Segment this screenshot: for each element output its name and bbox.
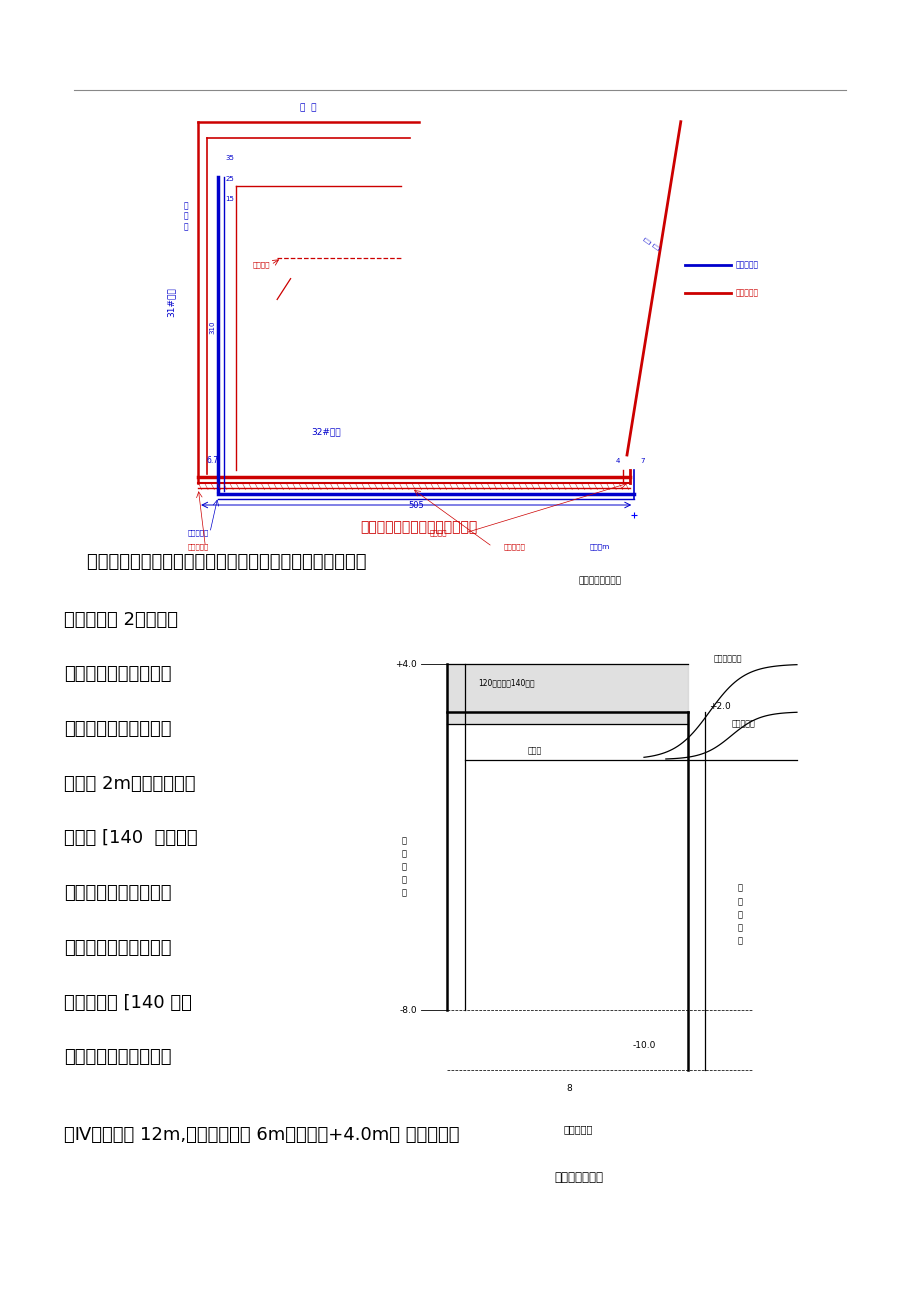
Text: 作围枠。钉板桦采用拉: 作围枠。钉板桦采用拉 (64, 1048, 172, 1066)
Text: 钢板桩轴线: 钢板桩轴线 (187, 530, 209, 536)
Text: 31#泊位: 31#泊位 (166, 288, 176, 318)
Text: 表示钢管桩: 表示钢管桩 (735, 288, 758, 297)
Text: 单位：m: 单位：m (589, 543, 609, 549)
Text: 原地面: 原地面 (528, 746, 541, 755)
Polygon shape (447, 664, 687, 724)
Text: 120工字钢或140槽钢: 120工字钢或140槽钢 (478, 678, 534, 687)
Text: 表示钢板桩: 表示钢板桩 (735, 260, 758, 270)
Text: 8: 8 (566, 1085, 572, 1094)
Text: 初始回填土: 初始回填土 (731, 719, 754, 728)
Text: 4: 4 (615, 457, 619, 464)
Text: -10.0: -10.0 (631, 1042, 655, 1051)
Text: 7: 7 (641, 457, 644, 464)
Text: 强夯边缘线: 强夯边缘线 (504, 543, 526, 549)
Text: 为节省工程造价，钉板桦围堰设计成较简单的结构形式，断: 为节省工程造价，钉板桦围堰设计成较简单的结构形式，断 (64, 553, 367, 572)
Text: （图示二）: （图示二） (563, 1125, 593, 1134)
Text: 25: 25 (225, 176, 233, 182)
Text: 32#泊位: 32#泊位 (312, 427, 341, 436)
Text: 冲刷后回填土: 冲刷后回填土 (713, 655, 742, 664)
Text: 钢板桩围堰断面图: 钢板桩围堰断面图 (578, 575, 621, 585)
Text: 袋
装
沙: 袋 装 沙 (183, 202, 187, 230)
Text: 15: 15 (225, 197, 233, 203)
Text: 做拉杆，钉板桦外侧不: 做拉杆，钉板桦外侧不 (64, 884, 172, 902)
Text: 505: 505 (408, 500, 424, 509)
Text: 35: 35 (225, 155, 233, 161)
Text: -8.0: -8.0 (399, 1005, 416, 1014)
Text: 面结构如图 2，即外海: 面结构如图 2，即外海 (64, 611, 178, 629)
Text: 管桦用 [140  槽钙联结: 管桦用 [140 槽钙联结 (64, 829, 198, 848)
Text: （图示一）钢板桩围堰平面布置: （图示一）钢板桩围堰平面布置 (359, 521, 477, 534)
Text: 为钙管锇磇桦，锇钾桦: 为钙管锇磇桦，锇钾桦 (64, 720, 172, 738)
Text: 钢管桩轴线: 钢管桩轴线 (187, 543, 209, 549)
Text: 护  岸: 护 岸 (300, 103, 316, 112)
Text: 前端轴线: 前端轴线 (429, 530, 447, 536)
Text: 6.7: 6.7 (206, 456, 219, 465)
Text: +2.0: +2.0 (709, 703, 731, 711)
Text: 间距为 2m，钉板桦与钙: 间距为 2m，钉板桦与钙 (64, 775, 196, 793)
Text: 钢
板
桩
围
堰: 钢 板 桩 围 堰 (401, 836, 405, 898)
Text: 后墙轴线: 后墙轴线 (252, 262, 269, 268)
Text: 侧为钉板桦围堰，内侧: 侧为钉板桦围堰，内侧 (64, 665, 172, 684)
Text: 钢板桩围堰结构: 钢板桩围堰结构 (553, 1170, 602, 1184)
Text: 锚
碇
钢
管
桩: 锚 碇 钢 管 桩 (737, 884, 742, 945)
Text: 水
域: 水 域 (642, 237, 661, 251)
Text: 310: 310 (210, 320, 215, 335)
Text: 森Ⅳ型，长度 12m,设计入土深度 6m，顶标高+4.0m； 锇钾桦采用: 森Ⅳ型，长度 12m,设计入土深度 6m，顶标高+4.0m； 锇钾桦采用 (64, 1126, 460, 1144)
Text: +4.0: +4.0 (394, 660, 416, 668)
Text: 侧焊接一道 [140 槽钙: 侧焊接一道 [140 槽钙 (64, 993, 192, 1012)
Text: 设导梁，只在钉板桦内: 设导梁，只在钉板桦内 (64, 939, 172, 957)
